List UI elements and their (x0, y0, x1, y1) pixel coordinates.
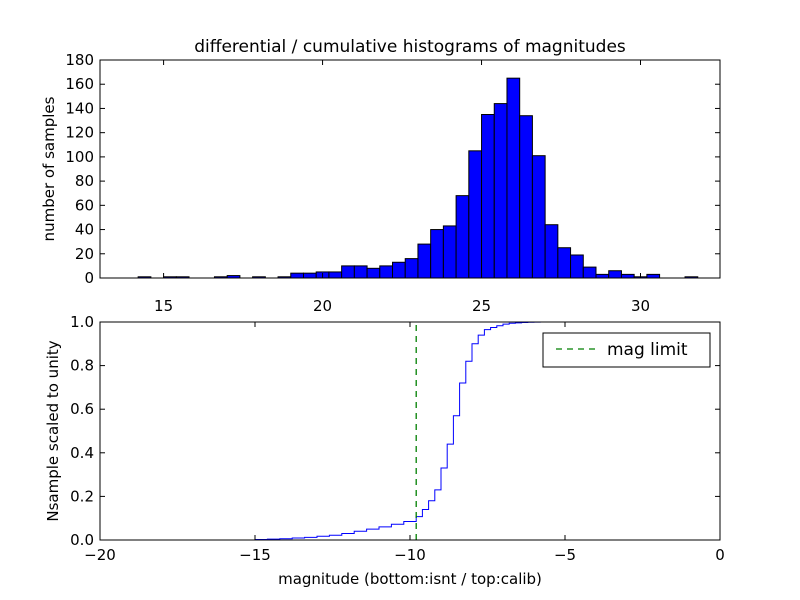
top-y-tick-label: 80 (75, 172, 94, 190)
bottom-y-tick-label: 0.8 (70, 357, 94, 375)
histogram-bar (353, 265, 368, 279)
histogram-bar (481, 114, 495, 279)
bottom-y-tick-label: 0.4 (70, 444, 94, 462)
histogram-bar (557, 247, 572, 279)
cumulative-step-line (100, 321, 720, 541)
top-plot-frame (99, 59, 721, 279)
top-y-tick-label: 60 (75, 196, 94, 214)
bottom-x-tick-label: 0 (715, 546, 725, 564)
bottom-y-tick-label: 0.0 (70, 531, 94, 549)
histogram-bar (531, 155, 546, 279)
top-panel-title: differential / cumulative histograms of … (194, 37, 626, 57)
histogram-bar (608, 270, 622, 279)
histogram-bar (366, 267, 381, 279)
bottom-panel: −20 −15 −10 −5 0 0.0 0.2 0.4 0.6 0.8 1.0 magnitude… (44, 313, 725, 588)
histogram-bar (595, 273, 610, 279)
histogram-bar (455, 195, 470, 279)
top-axis-ticks: 15 20 25 30 0 20 40 60 80 100 120 140 160 180 (65, 51, 720, 315)
histogram-bar (442, 225, 457, 279)
bottom-x-axis-label: magnitude (bottom:isnt / top:calib) (278, 570, 542, 588)
histogram-bar (493, 103, 508, 279)
bottom-y-tick-label: 0.6 (70, 400, 94, 418)
histogram-bar (404, 258, 419, 279)
histogram-bar (468, 150, 483, 279)
top-y-tick-label: 20 (75, 245, 94, 263)
bottom-x-tick-label: −15 (239, 546, 271, 564)
histogram-bar (620, 273, 635, 279)
histogram-bar (302, 272, 317, 279)
legend-box (542, 332, 711, 368)
histogram-bar (379, 265, 394, 279)
bottom-plot-frame (99, 321, 721, 541)
legend: mag limit (542, 332, 711, 368)
histogram-bar (582, 266, 597, 279)
top-y-tick-label: 180 (65, 51, 94, 69)
histogram-bar (417, 243, 432, 279)
top-x-tick-label: 15 (154, 297, 173, 315)
top-y-tick-label: 100 (65, 148, 94, 166)
bottom-x-tick-label: −20 (84, 546, 116, 564)
top-x-tick-label: 25 (472, 297, 491, 315)
legend-mag-limit-label: mag limit (607, 340, 688, 360)
bottom-axis-ticks: −20 −15 −10 −5 0 0.0 0.2 0.4 0.6 0.8 1.0 (70, 313, 725, 564)
top-y-axis-label: number of samples (40, 96, 58, 241)
histogram-bar (570, 254, 584, 279)
bottom-y-tick-label: 0.2 (70, 487, 94, 505)
top-plot-area (100, 60, 720, 278)
top-panel: differential / cumulative histograms of … (40, 37, 721, 315)
bottom-y-axis-label: Nsample scaled to unity (44, 340, 62, 521)
top-x-tick-label: 20 (313, 297, 332, 315)
histogram-bar (328, 271, 343, 279)
histogram-bar (646, 273, 661, 279)
histogram-bar (544, 224, 559, 279)
histogram-bar (519, 115, 533, 279)
bottom-x-tick-label: −5 (554, 546, 576, 564)
histogram-bar (392, 261, 406, 279)
top-y-tick-label: 0 (84, 269, 94, 287)
top-y-tick-label: 140 (65, 99, 94, 117)
top-x-tick-label: 30 (631, 297, 650, 315)
histogram-bar (430, 229, 444, 279)
bottom-x-tick-label: −10 (394, 546, 426, 564)
bottom-series-lines (100, 321, 720, 541)
bottom-y-tick-label: 1.0 (70, 313, 94, 331)
histogram-bar (341, 265, 355, 279)
top-y-tick-label: 40 (75, 221, 94, 239)
top-histogram-bars (137, 77, 699, 279)
top-y-tick-label: 160 (65, 75, 94, 93)
top-y-tick-label: 120 (65, 124, 94, 142)
histogram-bar (506, 77, 521, 279)
histogram-bar (290, 272, 304, 279)
